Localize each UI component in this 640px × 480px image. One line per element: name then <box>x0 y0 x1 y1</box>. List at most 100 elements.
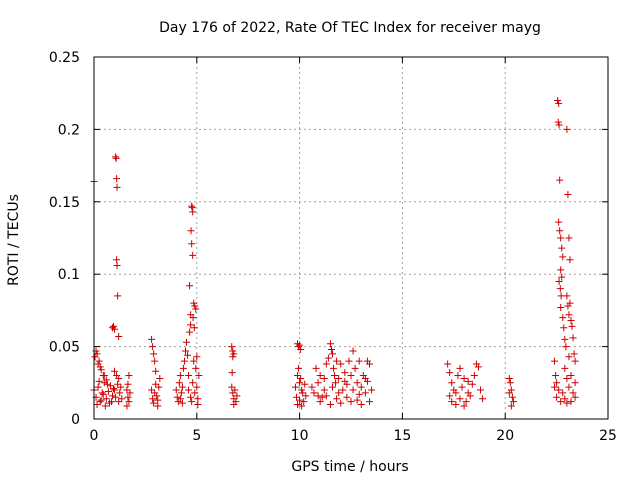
data-point <box>125 372 133 380</box>
data-point <box>314 392 322 400</box>
data-point <box>110 322 118 330</box>
data-point <box>460 374 468 382</box>
data-point <box>194 401 202 409</box>
data-point <box>113 262 121 270</box>
data-point <box>566 299 574 307</box>
x-axis-label: GPS time / hours <box>291 459 408 475</box>
data-point <box>106 382 114 390</box>
data-point <box>148 335 156 343</box>
data-point <box>296 396 304 404</box>
data-point <box>559 389 567 397</box>
y-tick-label: 0 <box>71 412 80 428</box>
data-point <box>150 399 158 407</box>
y-axis-label: ROTI / TECUs <box>6 194 22 286</box>
data-point <box>112 153 120 161</box>
data-point <box>567 398 575 406</box>
data-point <box>569 334 577 342</box>
data-point <box>559 253 567 261</box>
data-point <box>345 357 353 365</box>
data-point <box>357 383 365 391</box>
x-tick-label: 0 <box>90 428 99 444</box>
data-point <box>294 401 302 409</box>
data-point <box>126 389 134 397</box>
data-point <box>175 379 183 387</box>
axis-ticks: 0 5 10 15 20 25 0 0.05 0.1 0.15 0.2 0.25 <box>49 50 617 444</box>
data-point <box>556 176 564 184</box>
data-point <box>179 364 187 372</box>
data-point <box>557 266 565 274</box>
data-point <box>333 395 341 403</box>
data-point <box>326 401 334 409</box>
chart-title: Day 176 of 2022, Rate Of TEC Index for r… <box>159 20 541 36</box>
data-point <box>291 383 299 391</box>
data-point <box>555 218 563 226</box>
data-point <box>189 379 197 387</box>
data-point <box>115 374 123 382</box>
data-point <box>561 395 569 403</box>
data-point <box>191 302 199 310</box>
data-point <box>95 377 103 385</box>
data-point <box>94 383 102 391</box>
data-point <box>361 374 369 382</box>
data-point <box>115 332 123 340</box>
data-point <box>178 383 186 391</box>
data-point <box>477 386 485 394</box>
data-point <box>554 96 562 104</box>
data-point <box>563 374 571 382</box>
data-point <box>190 324 198 332</box>
y-tick-label: 0.1 <box>58 267 80 283</box>
data-point <box>104 387 112 395</box>
data-point <box>506 379 514 387</box>
data-point <box>229 353 237 361</box>
data-point <box>100 372 108 380</box>
data-point <box>316 372 324 380</box>
y-tick-label: 0.05 <box>49 340 80 356</box>
data-point <box>353 396 361 404</box>
data-point <box>468 380 476 388</box>
data-point <box>361 389 369 397</box>
data-point <box>553 393 561 401</box>
data-point <box>341 377 349 385</box>
data-point <box>228 343 236 351</box>
data-point <box>556 285 564 293</box>
data-point <box>113 175 121 183</box>
data-point <box>100 379 108 387</box>
data-point <box>337 399 345 407</box>
data-point <box>561 364 569 372</box>
data-point <box>152 380 160 388</box>
data-point <box>154 402 162 410</box>
data-point <box>335 374 343 382</box>
data-point <box>124 393 132 401</box>
data-point <box>97 366 105 374</box>
data-point <box>508 393 516 401</box>
data-point <box>150 350 158 358</box>
data-point <box>558 273 566 281</box>
data-point <box>552 372 560 380</box>
y-tick-label: 0.2 <box>58 122 80 138</box>
x-tick-label: 25 <box>599 428 617 444</box>
data-point <box>568 322 576 330</box>
data-point <box>188 240 196 248</box>
data-point <box>228 369 236 377</box>
data-point <box>123 386 131 394</box>
data-point <box>363 357 371 365</box>
data-point <box>173 393 181 401</box>
data-point <box>351 364 359 372</box>
data-point <box>563 399 571 407</box>
data-point <box>193 353 201 361</box>
data-point <box>298 386 306 394</box>
data-point <box>103 380 111 388</box>
data-point <box>293 393 301 401</box>
data-point <box>189 251 197 259</box>
data-point <box>193 383 201 391</box>
data-point <box>300 398 308 406</box>
data-point <box>187 393 195 401</box>
data-point <box>335 389 343 397</box>
data-point <box>118 395 126 403</box>
data-point <box>156 374 164 382</box>
data-point <box>353 379 361 387</box>
data-point <box>470 372 478 380</box>
data-point <box>559 314 567 322</box>
data-point <box>571 357 579 365</box>
